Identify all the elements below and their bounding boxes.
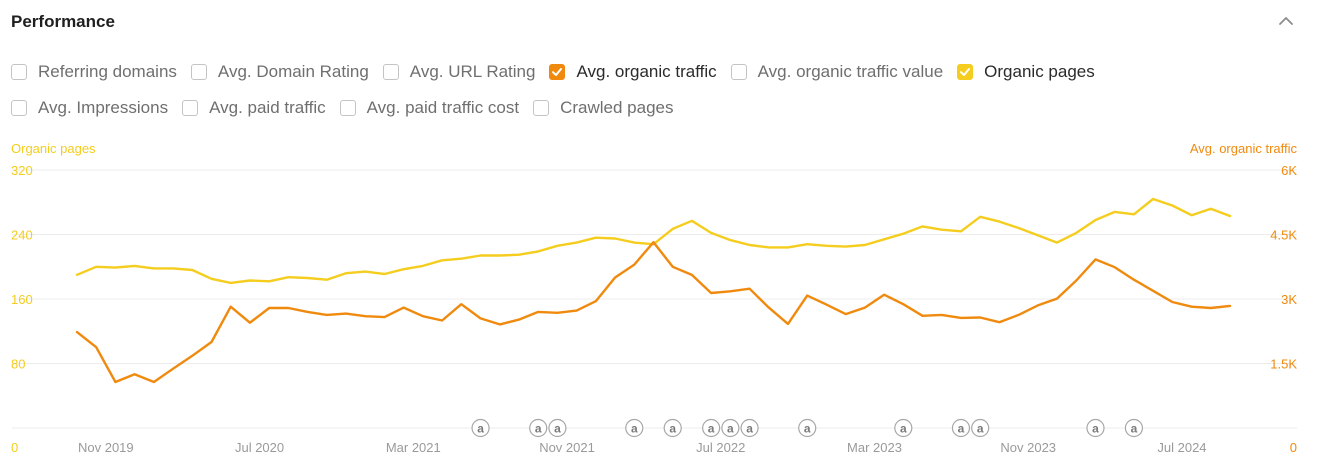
annotation-label: a (1092, 422, 1099, 436)
series-line-organic-pages (75, 197, 1232, 285)
checkbox[interactable] (11, 100, 27, 116)
metric-label: Avg. Impressions (38, 98, 169, 117)
series-line-avg-organic-traffic (75, 240, 1232, 384)
metric-label: Organic pages (984, 62, 1095, 81)
annotation-label: a (477, 422, 484, 436)
x-tick-label: Jul 2020 (235, 440, 284, 455)
annotation-label: a (958, 422, 965, 436)
annotation-label: a (977, 422, 984, 436)
left-axis-title: Organic pages (11, 141, 96, 156)
annotation-label: a (727, 422, 734, 436)
checkbox[interactable] (182, 100, 199, 116)
checkbox[interactable] (190, 64, 207, 80)
metric-toggle-avg-domain-rating[interactable]: Avg. Domain Rating (190, 62, 369, 82)
metric-toggle-referring-domains[interactable]: Referring domains (11, 62, 177, 82)
annotation-marker[interactable] (1124, 418, 1144, 438)
checkbox[interactable] (382, 64, 399, 80)
annotation-marker[interactable] (894, 418, 913, 438)
left-tick-label: 160 (11, 292, 33, 307)
annotation-marker[interactable] (721, 418, 740, 438)
check-icon (960, 68, 971, 76)
right-axis-title: Avg. organic traffic (1190, 141, 1298, 156)
checkbox[interactable] (339, 100, 356, 116)
annotation-marker[interactable] (625, 418, 644, 438)
metric-toggle-crawled-pages[interactable]: Crawled pages (533, 98, 674, 118)
annotation-marker[interactable] (951, 418, 971, 438)
x-tick-label: Mar 2021 (386, 440, 441, 455)
left-tick-label: 240 (11, 228, 33, 243)
right-tick-label: 6K (1281, 163, 1297, 178)
right-tick-label: 0 (1290, 440, 1297, 455)
checkbox[interactable] (957, 64, 974, 80)
left-tick-label: 80 (11, 357, 25, 372)
metric-toggle-avg-paid-traffic-cost[interactable]: Avg. paid traffic cost (339, 98, 520, 118)
annotation-label: a (554, 422, 561, 436)
annotation-label: a (708, 422, 715, 436)
annotation-label: a (900, 422, 907, 436)
annotation-label: a (1131, 422, 1138, 436)
annotation-marker[interactable] (971, 418, 990, 438)
metric-toggles-row-1: Referring domains Avg. Domain Rating Avg. … (11, 60, 1109, 84)
metric-label: Avg. paid traffic cost (366, 98, 520, 117)
right-tick-label: 3K (1281, 292, 1297, 307)
metric-toggle-avg-impressions[interactable]: Avg. Impressions (11, 98, 168, 118)
left-tick-label: 0 (11, 440, 18, 455)
section-title: Performance (11, 12, 115, 31)
annotation-label: a (669, 422, 676, 436)
metric-label: Avg. Domain Rating (217, 62, 369, 81)
metric-toggle-avg-url-rating[interactable]: Avg. URL Rating (382, 62, 536, 82)
right-tick-label: 1.5K (1270, 357, 1297, 372)
annotation-marker[interactable] (471, 418, 490, 438)
x-tick-label: Jul 2022 (696, 440, 745, 455)
metric-toggles-row-2: Avg. Impressions Avg. paid traffic Avg. pa… (11, 96, 688, 120)
performance-chart: Organic pages Avg. organic traffic 0 80 160 2… (11, 141, 1298, 455)
metric-label: Avg. organic traffic (576, 62, 717, 81)
metric-label: Avg. URL Rating (409, 62, 536, 81)
x-tick-label: Nov 2021 (539, 440, 595, 455)
x-tick-label: Nov 2019 (78, 440, 134, 455)
annotation-marker[interactable] (740, 418, 759, 438)
check-icon (552, 68, 563, 76)
checkbox[interactable] (730, 64, 747, 80)
annotation-label: a (535, 422, 542, 436)
annotation-label: a (804, 422, 811, 436)
x-tick-label: Mar 2023 (847, 440, 902, 455)
checkbox[interactable] (549, 64, 566, 80)
metric-toggle-avg-organic-traffic[interactable]: Avg. organic traffic (549, 62, 717, 82)
annotation-marker[interactable] (663, 418, 682, 438)
metric-label: Crawled pages (560, 98, 674, 117)
metric-label: Avg. paid traffic (209, 98, 326, 117)
metric-toggle-avg-paid-traffic[interactable]: Avg. paid traffic (182, 98, 326, 118)
annotation-marker[interactable] (798, 418, 817, 438)
annotation-label: a (746, 422, 753, 436)
left-tick-label: 320 (11, 163, 33, 178)
metric-toggle-avg-organic-traffic-value[interactable]: Avg. organic traffic value (730, 62, 944, 82)
annotation-marker[interactable] (548, 418, 567, 438)
right-tick-label: 4.5K (1270, 228, 1297, 243)
checkbox[interactable] (533, 100, 550, 116)
annotation-marker[interactable] (1086, 418, 1105, 438)
checkbox[interactable] (11, 64, 27, 80)
metric-label: Referring domains (38, 62, 177, 81)
annotation-label: a (631, 422, 638, 436)
annotation-marker[interactable] (702, 418, 721, 438)
chevron-up-icon[interactable] (1277, 14, 1295, 28)
metric-label: Avg. organic traffic value (757, 62, 944, 81)
x-tick-label: Nov 2023 (1000, 440, 1056, 455)
x-tick-label: Jul 2024 (1157, 440, 1206, 455)
metric-toggle-organic-pages[interactable]: Organic pages (957, 62, 1095, 82)
annotation-marker[interactable] (529, 418, 548, 438)
